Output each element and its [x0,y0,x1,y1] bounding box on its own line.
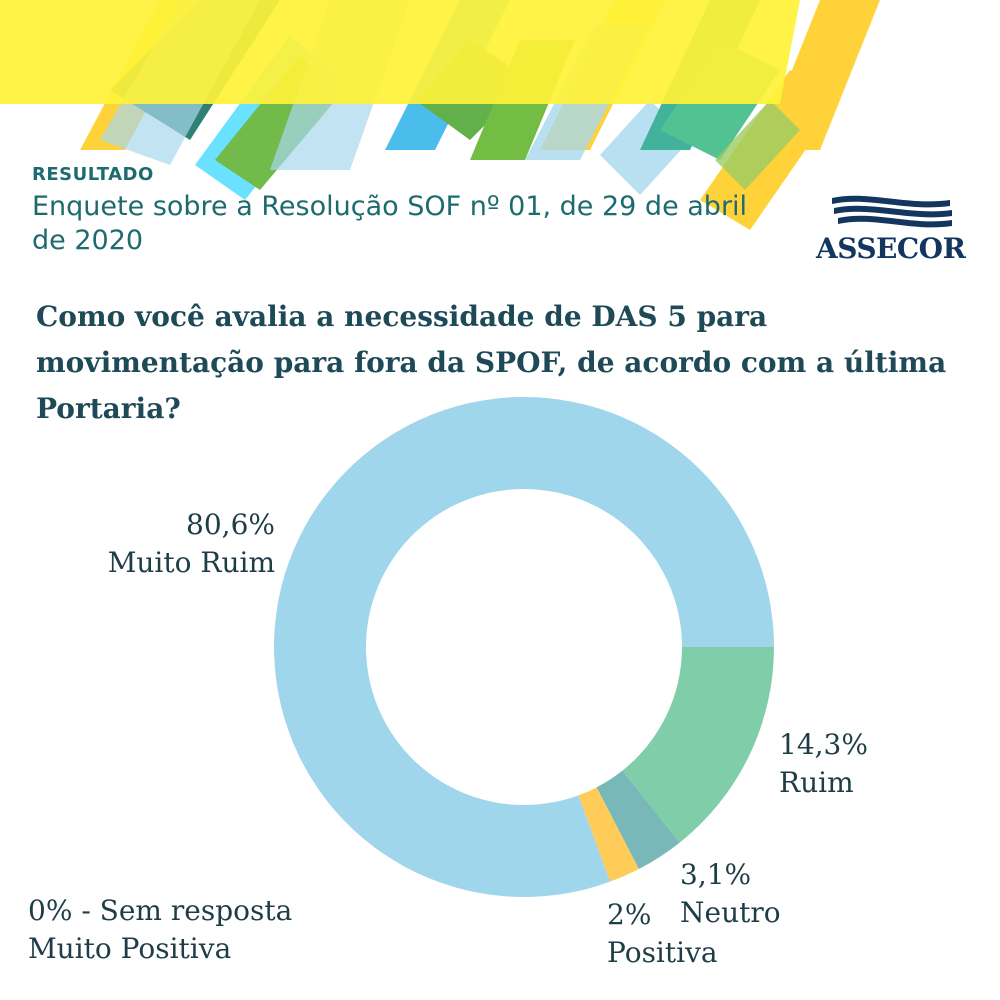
slice-positiva [578,787,639,882]
label-muito-ruim: 80,6% Muito Ruim [95,506,275,582]
note-sem-resposta: 0% - Sem resposta [28,894,293,927]
value-muito-ruim: 80,6% [186,508,275,541]
slice-muito-ruim [274,397,774,898]
result-label: RESULTADO [32,164,154,185]
survey-title: Enquete sobre a Resolução SOF nº 01, de … [32,191,748,256]
category-muito-ruim: Muito Ruim [107,546,275,579]
label-sem-resposta: 0% - Sem resposta Muito Positiva [28,892,292,968]
label-ruim: 14,3% Ruim [779,726,868,802]
slice-ruim [622,647,775,843]
category-neutro: Neutro [680,896,781,929]
category-positiva: Positiva [607,936,718,969]
value-positiva: 2% [607,898,652,931]
question-title: Como você avalia a necessidade de DAS 5 … [36,300,947,425]
value-neutro: 3,1% [680,858,752,891]
label-neutro: 3,1% Neutro [680,856,781,932]
logo-text: ASSECOR [816,232,966,265]
value-ruim: 14,3% [779,728,868,761]
assecor-logo-icon [832,195,952,228]
category-ruim: Ruim [779,766,854,799]
label-positiva: 2% Positiva [607,896,718,972]
slice-neutro [596,770,680,870]
decorative-banner [0,0,1000,270]
category-muito-positiva: Muito Positiva [28,932,232,965]
header-background [0,0,800,104]
